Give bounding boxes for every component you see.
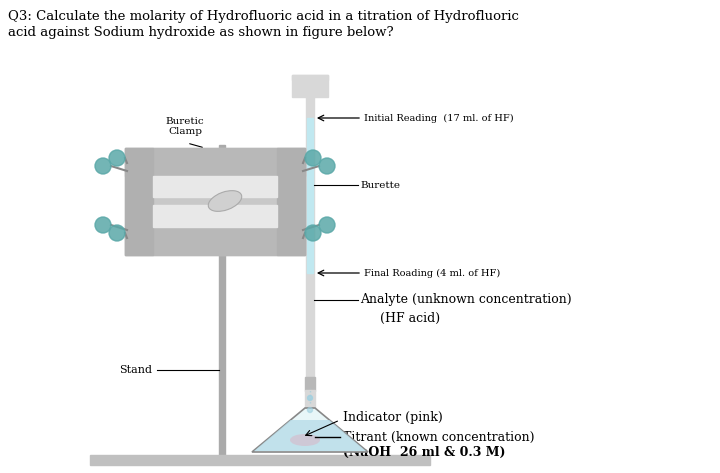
Bar <box>219 145 225 455</box>
Text: (HF acid): (HF acid) <box>380 312 440 324</box>
Circle shape <box>319 217 335 233</box>
Text: Final Roading (4 ml. of HF): Final Roading (4 ml. of HF) <box>364 269 500 278</box>
Bar <box>307 118 313 273</box>
Bar <box>305 377 315 391</box>
Bar <box>125 227 305 255</box>
Bar <box>308 390 312 402</box>
Circle shape <box>109 225 125 241</box>
Circle shape <box>319 158 335 174</box>
Text: Indicator (pink): Indicator (pink) <box>343 412 443 424</box>
Text: (NaOH  26 ml & 0.3 M): (NaOH 26 ml & 0.3 M) <box>343 446 505 458</box>
Polygon shape <box>254 420 366 451</box>
Bar <box>292 75 328 80</box>
Circle shape <box>307 395 312 401</box>
Bar <box>292 75 306 97</box>
Text: acid against Sodium hydroxide as shown in figure below?: acid against Sodium hydroxide as shown i… <box>8 26 394 39</box>
Ellipse shape <box>208 191 242 211</box>
Text: Analyte (unknown concentration): Analyte (unknown concentration) <box>360 294 572 307</box>
Circle shape <box>109 150 125 166</box>
Bar <box>314 75 328 97</box>
Text: Titrant (known concentration): Titrant (known concentration) <box>343 430 534 444</box>
Bar <box>153 176 277 197</box>
Circle shape <box>307 408 312 412</box>
Text: Burette: Burette <box>360 181 400 190</box>
Bar <box>277 148 305 255</box>
Polygon shape <box>252 408 368 452</box>
Bar <box>153 205 277 227</box>
Bar <box>125 148 153 255</box>
Text: Stand: Stand <box>119 365 152 375</box>
Text: Initial Reading  (17 ml. of HF): Initial Reading (17 ml. of HF) <box>364 114 513 123</box>
Circle shape <box>305 225 321 241</box>
Text: Buretic
Clamp: Buretic Clamp <box>166 117 204 136</box>
Circle shape <box>305 150 321 166</box>
Bar <box>306 75 314 385</box>
Circle shape <box>95 217 111 233</box>
Bar <box>305 390 315 408</box>
Text: Q3: Calculate the molarity of Hydrofluoric acid in a titration of Hydrofluoric: Q3: Calculate the molarity of Hydrofluor… <box>8 10 519 23</box>
Bar <box>125 148 305 176</box>
Bar <box>125 148 305 255</box>
Circle shape <box>95 158 111 174</box>
Ellipse shape <box>290 434 320 446</box>
Bar <box>90 455 430 465</box>
